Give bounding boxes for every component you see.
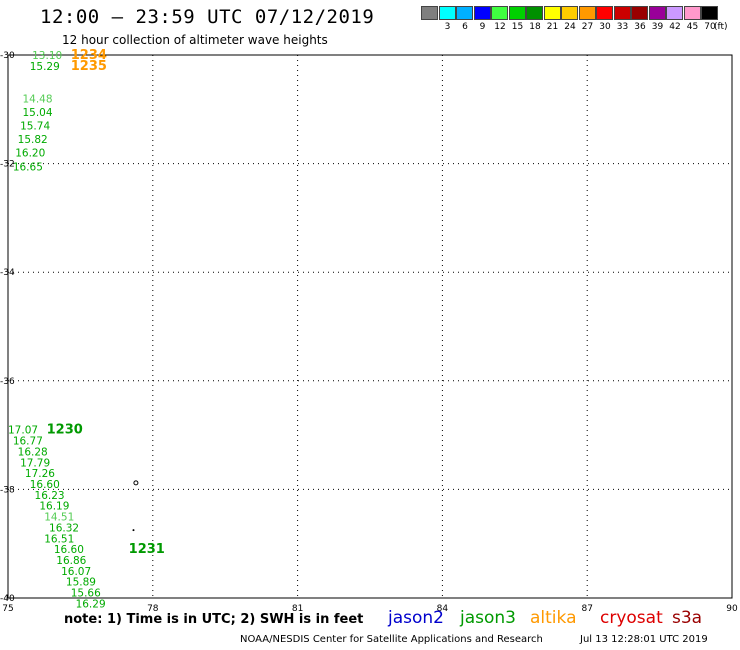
footer-timestamp: Jul 13 12:28:01 UTC 2019 xyxy=(580,634,708,645)
wave-height-label: 16.23 xyxy=(35,490,65,502)
wave-height-label: 16.60 xyxy=(30,479,60,491)
scale-swatch-1 xyxy=(438,6,456,20)
wave-height-label: 15.89 xyxy=(66,577,96,589)
wave-height-label: 16.77 xyxy=(13,436,43,448)
pass-label: 1235 xyxy=(71,59,107,74)
wave-height-label: 16.51 xyxy=(44,533,74,545)
y-tick-label: -38 xyxy=(0,485,15,495)
wave-height-label: 15.74 xyxy=(20,121,50,133)
wave-height-label: 17.79 xyxy=(20,457,50,469)
wave-height-label: 15.82 xyxy=(18,134,48,146)
wave-height-label: 14.51 xyxy=(44,512,74,524)
satellite-jason2: jason2 xyxy=(388,608,444,628)
wave-height-label: 16.65 xyxy=(13,161,43,173)
wave-height-label: 13.10 xyxy=(32,50,62,62)
satellite-jason3: jason3 xyxy=(460,608,516,628)
scale-label: 9 xyxy=(479,22,486,32)
scale-swatch-10 xyxy=(596,6,613,20)
chart-subtitle: 12 hour collection of altimeter wave hei… xyxy=(62,33,328,47)
wave-height-label: 16.32 xyxy=(49,522,79,534)
scale-label: 21 xyxy=(546,22,559,32)
wave-height-label: 17.26 xyxy=(25,468,55,480)
scale-label: 39 xyxy=(651,22,664,32)
scale-label: 30 xyxy=(599,22,611,32)
y-tick-label: -36 xyxy=(0,377,15,387)
wave-height-label: 16.29 xyxy=(76,598,106,610)
scale-label: 27 xyxy=(581,22,594,32)
wave-height-label: 16.19 xyxy=(39,501,69,513)
wave-height-label: 14.48 xyxy=(22,93,52,105)
scale-swatch-4 xyxy=(491,6,508,20)
x-tick-label: 84 xyxy=(437,604,449,614)
scale-label: 45 xyxy=(686,22,699,32)
plot-border xyxy=(7,54,733,599)
x-tick-label: 75 xyxy=(2,604,13,614)
wave-height-label: 15.29 xyxy=(30,61,60,73)
wave-height-label: 15.04 xyxy=(22,107,52,119)
satellite-cryosat: cryosat xyxy=(600,608,663,628)
scale-swatch-16 xyxy=(701,6,718,20)
scale-swatch-5 xyxy=(508,6,526,20)
footer-note: note: 1) Time is in UTC; 2) SWH is in fe… xyxy=(64,612,364,627)
y-tick-label: -32 xyxy=(0,160,15,170)
scale-label: 70 xyxy=(704,22,716,32)
scale-swatch-15 xyxy=(683,6,701,20)
scale-label: 12 xyxy=(494,22,506,32)
wave-height-label: 16.07 xyxy=(61,566,91,578)
track-marker xyxy=(133,480,139,486)
scale-label: 36 xyxy=(634,22,646,32)
scale-swatch-13 xyxy=(648,6,666,20)
scale-swatch-11 xyxy=(613,6,631,20)
scale-label: 15 xyxy=(511,22,524,32)
satellite-altika: altika xyxy=(530,608,577,628)
x-tick-label: 81 xyxy=(292,604,303,614)
scale-unit: (ft) xyxy=(714,22,728,32)
scale-swatch-7 xyxy=(543,6,561,20)
satellite-s3a: s3a xyxy=(672,608,703,628)
x-tick-label: 87 xyxy=(581,604,592,614)
scale-swatch-9 xyxy=(578,6,596,20)
scale-label: 6 xyxy=(462,22,468,32)
x-tick-label: 90 xyxy=(726,604,738,614)
scale-swatch-14 xyxy=(666,6,683,20)
pass-label: 1231 xyxy=(129,542,165,557)
wave-height-label: 17.07 xyxy=(8,425,38,437)
scale-swatch-12 xyxy=(631,6,648,20)
wave-height-label: 15.66 xyxy=(71,588,101,600)
x-tick-label: 78 xyxy=(147,604,159,614)
scale-label: 33 xyxy=(616,22,629,32)
wave-height-label: 16.28 xyxy=(18,446,48,458)
scale-swatch-6 xyxy=(526,6,543,20)
scale-label: 42 xyxy=(669,22,681,32)
track-marker xyxy=(132,529,135,532)
y-tick-label: -34 xyxy=(0,268,15,278)
scale-swatch-3 xyxy=(473,6,491,20)
wave-height-label: 16.86 xyxy=(56,555,86,567)
footer-credit: NOAA/NESDIS Center for Satellite Applica… xyxy=(240,634,543,645)
scale-label: 24 xyxy=(564,22,576,32)
scale-swatch-2 xyxy=(456,6,473,20)
pass-label: 1234 xyxy=(71,48,107,63)
y-tick-label: -40 xyxy=(0,594,15,604)
pass-label: 1230 xyxy=(47,423,83,438)
page-title: 12:00 – 23:59 UTC 07/12/2019 xyxy=(40,6,375,28)
scale-swatch-0 xyxy=(421,6,438,20)
scale-label: 18 xyxy=(529,22,541,32)
scale-label: 3 xyxy=(444,22,451,32)
wave-height-label: 16.60 xyxy=(54,544,84,556)
scale-swatch-8 xyxy=(561,6,578,20)
y-tick-label: -30 xyxy=(0,51,15,61)
wave-height-label: 16.20 xyxy=(15,148,45,160)
